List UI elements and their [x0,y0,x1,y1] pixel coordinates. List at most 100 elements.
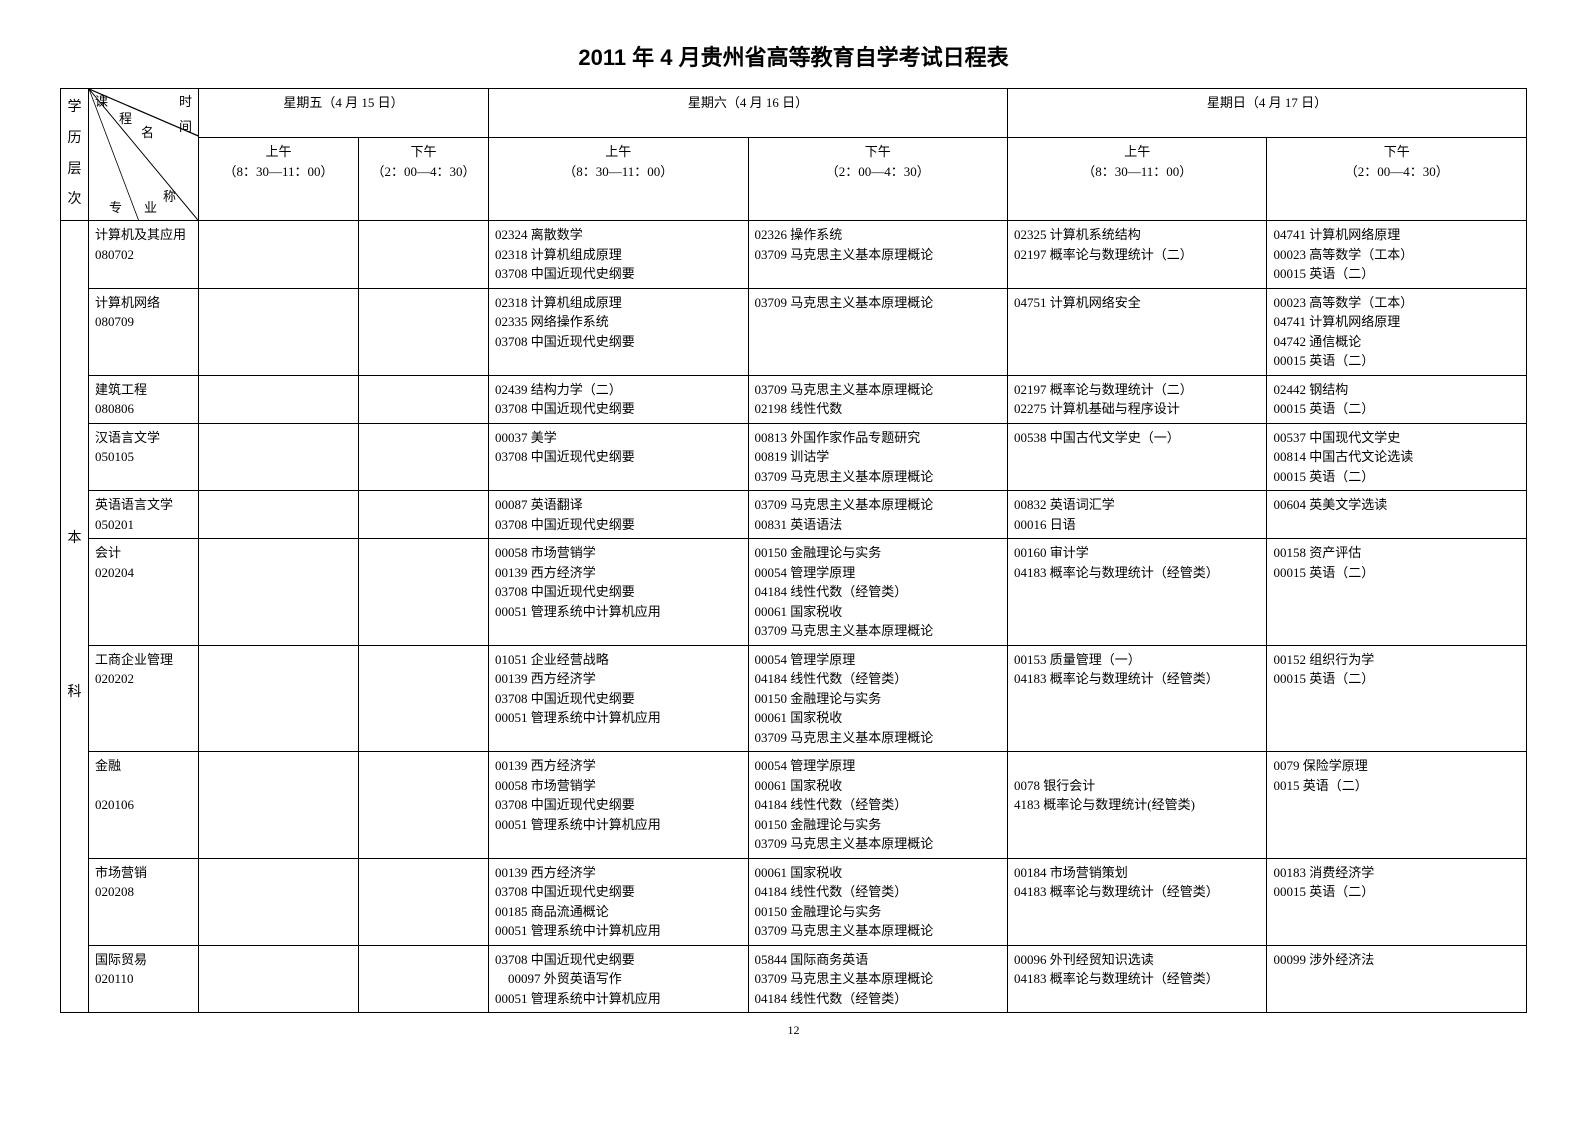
sun_am-cell: 00096 外刊经贸知识选读04183 概率论与数理统计（经管类） [1007,945,1266,1013]
fri_pm-cell [359,645,489,752]
sun_am-cell: 00538 中国古代文学史（一） [1007,423,1266,491]
sat_pm-cell: 00813 外国作家作品专题研究00819 训诂学03709 马克思主义基本原理… [748,423,1007,491]
sun-pm-header: 下午（2：00—4：30） [1267,138,1527,221]
table-row: 汉语言文学050105 00037 美学03708 中国近现代史纲要00813 外… [61,423,1527,491]
fri_pm-cell [359,221,489,289]
sun_pm-cell: 04741 计算机网络原理00023 高等数学（工本）00015 英语（二） [1267,221,1527,289]
fri_pm-cell [359,539,489,646]
sat-am-header: 上午（8：30—11：00） [489,138,748,221]
fri_pm-cell [359,375,489,423]
major-cell: 计算机网络080709 [89,288,199,375]
day-saturday: 星期六（4 月 16 日） [489,89,1008,138]
table-row: 金融020106 00139 西方经济学00058 市场营销学03708 中国近现… [61,752,1527,859]
sat_am-cell: 00139 西方经济学03708 中国近现代史纲要00185 商品流通概论000… [489,858,748,945]
sun_pm-cell: 0079 保险学原理0015 英语（二） [1267,752,1527,859]
fri_pm-cell [359,752,489,859]
level-header: 学历层次 [61,89,89,221]
fri_am-cell [199,491,359,539]
fri_am-cell [199,288,359,375]
sun_am-cell: 00153 质量管理（一）04183 概率论与数理统计（经管类） [1007,645,1266,752]
fri_pm-cell [359,945,489,1013]
sun_pm-cell: 00099 涉外经济法 [1267,945,1527,1013]
page-number: 12 [60,1023,1527,1038]
table-row: 工商企业管理020202 01051 企业经营战略00139 西方经济学03708… [61,645,1527,752]
table-row: 建筑工程080806 02439 结构力学（二）03708 中国近现代史纲要037… [61,375,1527,423]
sun_am-cell: 00160 审计学04183 概率论与数理统计（经管类） [1007,539,1266,646]
fri_pm-cell [359,858,489,945]
sat_am-cell: 00139 西方经济学00058 市场营销学03708 中国近现代史纲要0005… [489,752,748,859]
page-title: 2011 年 4 月贵州省高等教育自学考试日程表 [60,40,1527,72]
sun_pm-cell: 00152 组织行为学00015 英语（二） [1267,645,1527,752]
sat_pm-cell: 03709 马克思主义基本原理概论 [748,288,1007,375]
day-sunday: 星期日（4 月 17 日） [1007,89,1526,138]
fri_am-cell [199,945,359,1013]
sun_pm-cell: 00537 中国现代文学史00814 中国古代文论选读00015 英语（二） [1267,423,1527,491]
table-row: 国际贸易020110 03708 中国近现代史纲要 00097 外贸英语写作000… [61,945,1527,1013]
major-cell: 会计020204 [89,539,199,646]
sun_am-cell: 00832 英语词汇学00016 日语 [1007,491,1266,539]
major-cell: 建筑工程080806 [89,375,199,423]
sat_pm-cell: 03709 马克思主义基本原理概论00831 英语语法 [748,491,1007,539]
fri_am-cell [199,221,359,289]
sat_am-cell: 00087 英语翻译03708 中国近现代史纲要 [489,491,748,539]
sat_am-cell: 02324 离散数学02318 计算机组成原理03708 中国近现代史纲要 [489,221,748,289]
sat_am-cell: 03708 中国近现代史纲要 00097 外贸英语写作00051 管理系统中计算… [489,945,748,1013]
fri-pm-header: 下午（2：00—4：30） [359,138,489,221]
fri_pm-cell [359,288,489,375]
sat_pm-cell: 03709 马克思主义基本原理概论02198 线性代数 [748,375,1007,423]
sat_am-cell: 02439 结构力学（二）03708 中国近现代史纲要 [489,375,748,423]
diag-jian: 间 [179,117,192,137]
table-row: 本科计算机及其应用08070202324 离散数学02318 计算机组成原理03… [61,221,1527,289]
major-cell: 汉语言文学050105 [89,423,199,491]
diag-course: 课 [95,92,108,112]
sat_am-cell: 00058 市场营销学00139 西方经济学03708 中国近现代史纲要0005… [489,539,748,646]
fri_am-cell [199,645,359,752]
table-row: 计算机网络080709 02318 计算机组成原理02335 网络操作系统0370… [61,288,1527,375]
sat_pm-cell: 05844 国际商务英语03709 马克思主义基本原理概论04184 线性代数（… [748,945,1007,1013]
diag-ye: 业 [144,198,157,218]
major-cell: 计算机及其应用080702 [89,221,199,289]
table-row: 市场营销020208 00139 西方经济学03708 中国近现代史纲要00185… [61,858,1527,945]
diag-cheng: 程 [119,109,132,129]
table-row: 英语语言文学050201 00087 英语翻译03708 中国近现代史纲要0370… [61,491,1527,539]
sun_am-cell: 00184 市场营销策划04183 概率论与数理统计（经管类） [1007,858,1266,945]
fri_am-cell [199,375,359,423]
fri_am-cell [199,752,359,859]
sat_pm-cell: 00061 国家税收04184 线性代数（经管类）00150 金融理论与实务03… [748,858,1007,945]
sun_am-cell: 02197 概率论与数理统计（二）02275 计算机基础与程序设计 [1007,375,1266,423]
sun-am-header: 上午（8：30—11：00） [1007,138,1266,221]
fri_pm-cell [359,491,489,539]
sun_am-cell: 0078 银行会计4183 概率论与数理统计(经管类) [1007,752,1266,859]
diag-cheng2: 称 [163,187,176,207]
sat_am-cell: 01051 企业经营战略00139 西方经济学03708 中国近现代史纲要000… [489,645,748,752]
major-cell: 工商企业管理020202 [89,645,199,752]
major-cell: 金融020106 [89,752,199,859]
major-cell: 国际贸易020110 [89,945,199,1013]
sat_pm-cell: 00054 管理学原理00061 国家税收04184 线性代数（经管类）0015… [748,752,1007,859]
diag-time: 时 [179,92,192,112]
fri_am-cell [199,423,359,491]
diag-name: 名 [141,123,154,143]
table-row: 会计020204 00058 市场营销学00139 西方经济学03708 中国近现… [61,539,1527,646]
sat_pm-cell: 00150 金融理论与实务00054 管理学原理04184 线性代数（经管类）0… [748,539,1007,646]
fri_am-cell [199,539,359,646]
fri_pm-cell [359,423,489,491]
sat_am-cell: 00037 美学03708 中国近现代史纲要 [489,423,748,491]
sun_pm-cell: 00183 消费经济学00015 英语（二） [1267,858,1527,945]
schedule-table: 学历层次 课 时 程 间 名 称 专 业 星期五（4 月 15 日） 星期六（4… [60,88,1527,1013]
sat_am-cell: 02318 计算机组成原理02335 网络操作系统03708 中国近现代史纲要 [489,288,748,375]
major-cell: 市场营销020208 [89,858,199,945]
sun_pm-cell: 02442 钢结构00015 英语（二） [1267,375,1527,423]
level-cell: 本科 [61,221,89,1013]
fri_am-cell [199,858,359,945]
sun_pm-cell: 00158 资产评估00015 英语（二） [1267,539,1527,646]
sat-pm-header: 下午（2：00—4：30） [748,138,1007,221]
day-friday: 星期五（4 月 15 日） [199,89,489,138]
sun_pm-cell: 00023 高等数学（工本）04741 计算机网络原理04742 通信概论000… [1267,288,1527,375]
major-cell: 英语语言文学050201 [89,491,199,539]
fri-am-header: 上午（8：30—11：00） [199,138,359,221]
sat_pm-cell: 00054 管理学原理04184 线性代数（经管类）00150 金融理论与实务0… [748,645,1007,752]
sun_am-cell: 02325 计算机系统结构02197 概率论与数理统计（二） [1007,221,1266,289]
diag-zhuan: 专 [109,198,122,218]
sun_am-cell: 04751 计算机网络安全 [1007,288,1266,375]
